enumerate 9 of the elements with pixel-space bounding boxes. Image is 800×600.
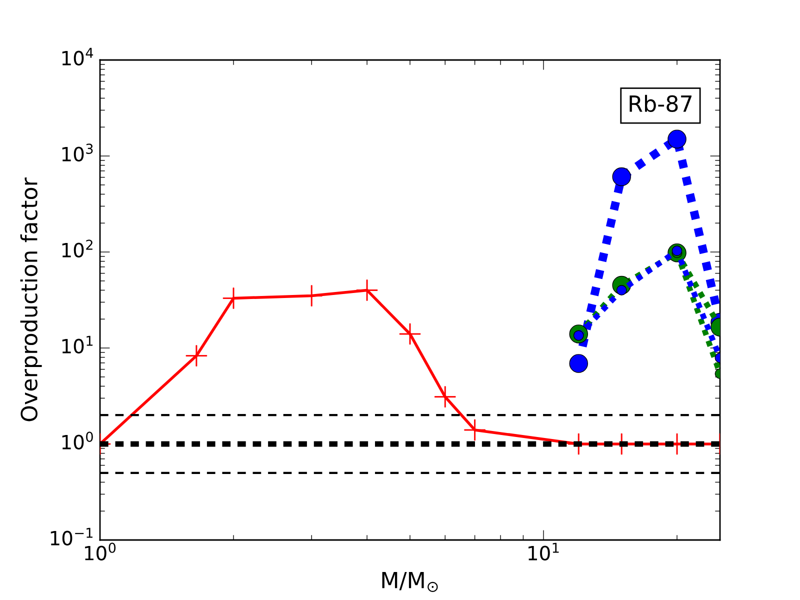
y-axis-title: Overproduction factor xyxy=(20,178,42,422)
y-tick-label: 10$^{3}$ xyxy=(62,144,93,162)
annotation: Rb-87 xyxy=(630,94,692,112)
y-tick-label: 10$^{−1}$ xyxy=(50,528,92,546)
y-tick-label: 10$^{2}$ xyxy=(62,240,92,258)
y-tick-label: 10$^{0}$ xyxy=(62,432,93,450)
y-tick-label: 10$^{1}$ xyxy=(62,336,93,354)
y-tick-label: 10$^{4}$ xyxy=(62,48,94,66)
x-axis-title: M/M$_{⊙}$ xyxy=(382,572,438,592)
